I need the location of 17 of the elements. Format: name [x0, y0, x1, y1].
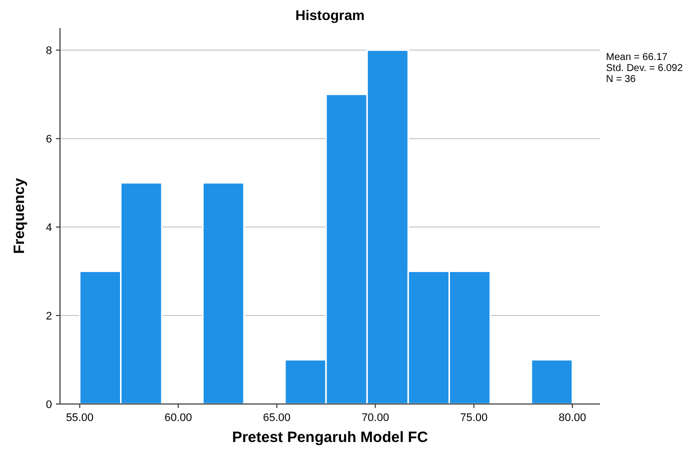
y-axis-title: Frequency — [11, 177, 28, 254]
y-tick-label: 8 — [46, 45, 52, 58]
y-tick-label: 0 — [46, 399, 52, 411]
text: Mean = 66.17 — [606, 52, 668, 63]
text: N = 36 — [606, 74, 636, 85]
text: Std. Dev. = 6.092 — [606, 63, 684, 74]
x-tick-label: 80.00 — [558, 412, 586, 424]
x-tick-label: 75.00 — [460, 412, 488, 424]
x-axis-title: Pretest Pengaruh Model FC — [232, 429, 428, 446]
y-tick-label: 4 — [46, 222, 52, 234]
x-tick-label: 70.00 — [362, 412, 390, 424]
x-tick-label: 55.00 — [66, 412, 94, 424]
x-tick-label: 60.00 — [164, 412, 192, 424]
y-tick-label: 2 — [46, 310, 52, 323]
y-tick-label: 6 — [46, 134, 52, 146]
x-tick-label: 65.00 — [263, 412, 291, 424]
chart-title: Histogram — [295, 7, 365, 23]
